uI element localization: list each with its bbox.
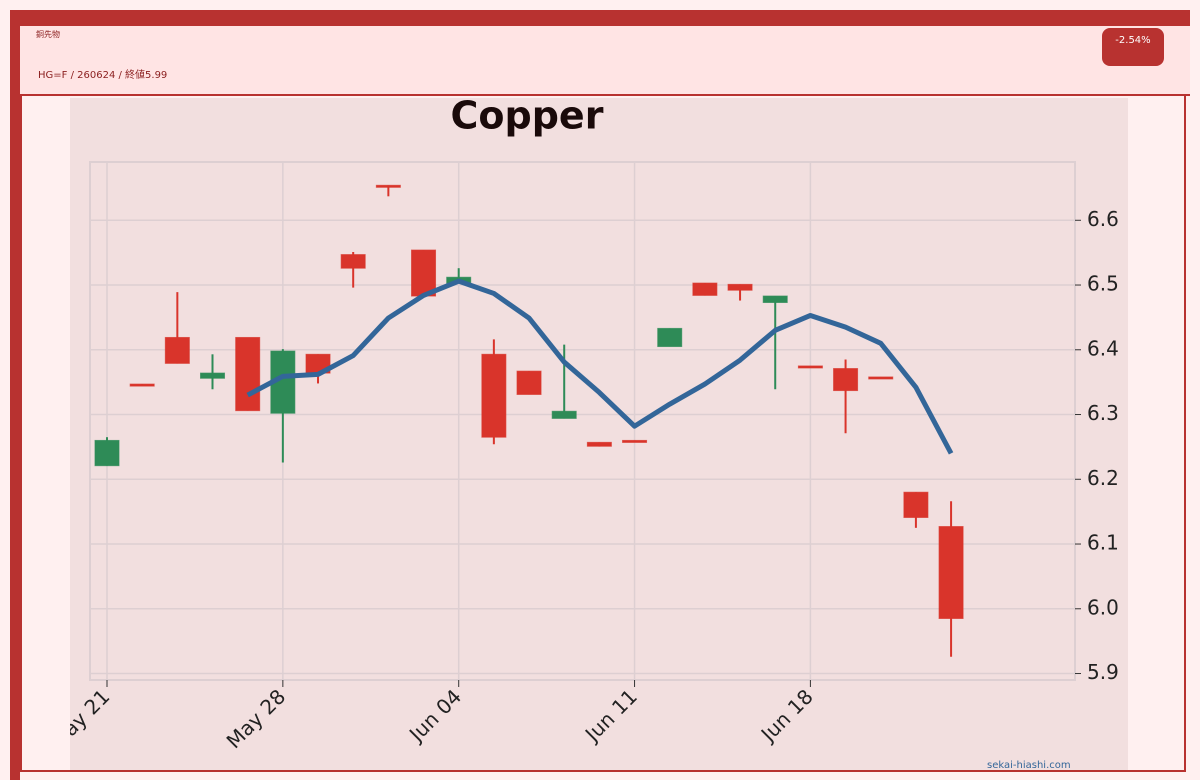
candle-body	[94, 439, 120, 467]
moving-average-line	[246, 278, 954, 455]
candle-body	[129, 383, 155, 387]
chart-background	[70, 98, 1128, 770]
candle-body	[164, 336, 190, 364]
candle-body	[622, 439, 648, 443]
candle-body	[938, 526, 964, 619]
candle-body	[586, 441, 612, 447]
left-bar	[10, 10, 20, 780]
candle-body	[762, 295, 788, 304]
y-tick-label: 6.3	[1087, 401, 1119, 425]
candle-body	[411, 249, 437, 297]
y-tick-label: 6.2	[1087, 466, 1119, 490]
header-title: 銅先物	[36, 30, 60, 39]
y-tick-label: 6.1	[1087, 531, 1119, 555]
candle-body	[868, 376, 894, 380]
candle-body	[481, 353, 507, 438]
top-bar	[10, 10, 1190, 26]
candle-body	[235, 336, 261, 412]
candle-body	[833, 368, 859, 392]
y-tick-label: 5.9	[1087, 660, 1119, 684]
change-badge: -2.54%	[1102, 28, 1164, 66]
chart-frame	[20, 96, 1186, 772]
y-tick-label: 6.5	[1087, 272, 1119, 296]
plot-area	[89, 161, 1076, 681]
candle-body	[340, 254, 366, 269]
y-tick-label: 6.4	[1087, 336, 1119, 360]
candle-body	[727, 283, 753, 291]
candle-body	[903, 491, 929, 518]
chart-title: Copper	[451, 98, 604, 138]
candle-body	[551, 410, 577, 419]
header-subtitle: HG=F / 260624 / 終値5.99	[38, 70, 168, 81]
candle-body	[200, 372, 226, 379]
candle-body	[516, 370, 542, 395]
header	[20, 26, 1190, 96]
candle-body	[375, 184, 401, 188]
candle-body	[692, 282, 718, 296]
y-tick-label: 6.0	[1087, 595, 1119, 619]
candle-body	[657, 327, 683, 348]
y-tick-label: 6.6	[1087, 207, 1119, 231]
footer: sekai-hiashi.com	[987, 760, 1071, 771]
candle-body	[797, 365, 823, 369]
